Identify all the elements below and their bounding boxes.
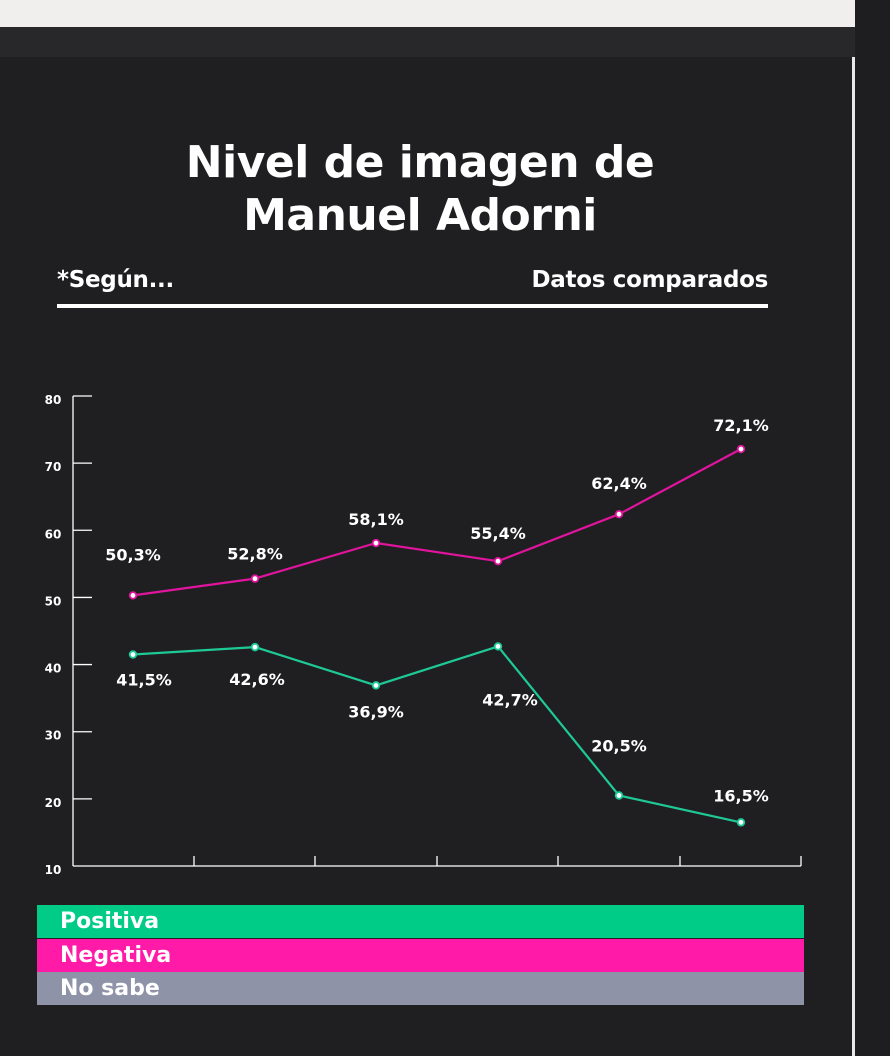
legend-negativa-label: Negativa bbox=[60, 943, 172, 968]
data-label-negativa: 52,8% bbox=[227, 545, 283, 564]
y-tick-label: 70 bbox=[45, 460, 62, 474]
chart-title-line-1: Nivel de imagen de bbox=[185, 137, 655, 188]
chart-title: Nivel de imagen de Manuel Adorni bbox=[0, 136, 840, 242]
series-line-negativa bbox=[132, 448, 742, 597]
data-label-positiva: 41,5% bbox=[116, 671, 172, 690]
data-point-negativa bbox=[371, 538, 381, 548]
series-line-positiva bbox=[132, 645, 742, 824]
data-point-positiva bbox=[493, 642, 503, 651]
chart-subtitle: Datos comparados bbox=[531, 267, 768, 293]
data-point-negativa bbox=[250, 574, 260, 583]
chart-card bbox=[0, 57, 852, 1056]
data-point-positiva bbox=[371, 681, 381, 690]
data-point-positiva bbox=[736, 818, 746, 827]
data-point-negativa bbox=[736, 444, 746, 454]
side-panel bbox=[855, 0, 890, 1056]
legend-no-sabe-label: No sabe bbox=[60, 976, 160, 1001]
legend-no-sabe: No sabe bbox=[37, 972, 804, 1005]
y-tick-label: 20 bbox=[45, 796, 62, 810]
data-label-negativa: 50,3% bbox=[105, 545, 161, 564]
data-point-positiva bbox=[250, 642, 260, 652]
header-divider bbox=[57, 304, 768, 308]
data-point-positiva bbox=[128, 650, 138, 659]
data-label-positiva: 20,5% bbox=[591, 737, 647, 756]
data-point-negativa bbox=[493, 556, 503, 566]
data-label-positiva: 42,7% bbox=[482, 690, 538, 709]
y-tick-label: 10 bbox=[45, 863, 62, 877]
legend-negativa: Negativa bbox=[37, 939, 804, 972]
data-label-negativa: 62,4% bbox=[591, 474, 647, 493]
data-point-positiva bbox=[614, 791, 624, 800]
data-point-negativa bbox=[128, 591, 138, 600]
chart-title-line-2: Manuel Adorni bbox=[243, 190, 597, 241]
data-point-negativa bbox=[614, 509, 624, 519]
y-tick-label: 30 bbox=[45, 729, 62, 743]
browser-top-strip bbox=[0, 0, 855, 27]
data-label-negativa: 58,1% bbox=[348, 510, 404, 529]
data-label-positiva: 42,6% bbox=[229, 670, 285, 689]
side-divider bbox=[852, 57, 855, 1056]
data-label-positiva: 36,9% bbox=[348, 702, 404, 721]
legend-positiva: Positiva bbox=[37, 905, 804, 938]
data-label-positiva: 16,5% bbox=[713, 786, 769, 805]
data-label-negativa: 55,4% bbox=[470, 524, 526, 543]
y-tick-label: 40 bbox=[45, 662, 62, 676]
y-tick-label: 50 bbox=[45, 594, 62, 608]
page-gap bbox=[0, 27, 855, 57]
y-tick-label: 80 bbox=[45, 393, 62, 407]
y-tick-label: 60 bbox=[45, 527, 62, 541]
data-label-negativa: 72,1% bbox=[713, 416, 769, 435]
source-note: *Según... bbox=[57, 267, 174, 293]
legend-positiva-label: Positiva bbox=[60, 909, 160, 934]
